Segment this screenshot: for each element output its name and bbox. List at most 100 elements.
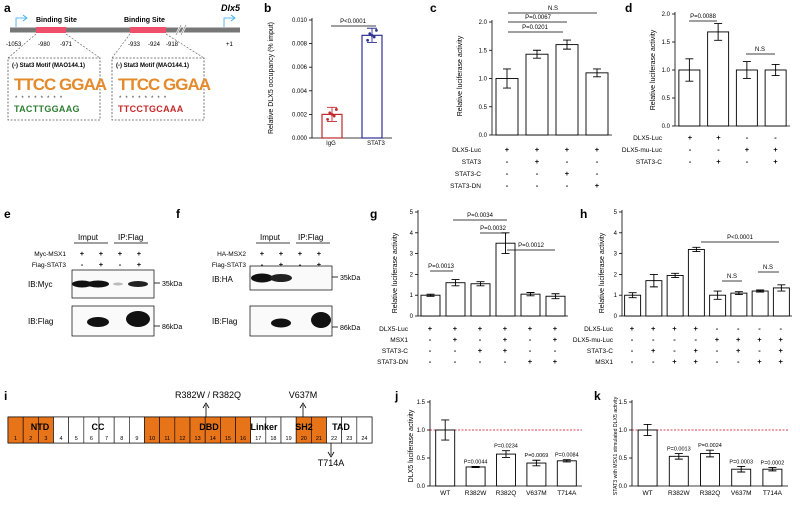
y-tick-label: 5 [410, 210, 414, 216]
condition-sign: + [279, 249, 284, 258]
error-bar [706, 449, 714, 458]
domain-ntd: NTD [31, 422, 50, 432]
condition-sign: - [716, 324, 719, 333]
bar-c-2 [555, 44, 579, 136]
b-xlabel-igg: IgG [326, 141, 336, 147]
condition-sign: - [479, 335, 482, 344]
exon-number: 20 [301, 436, 307, 442]
condition-sign: + [553, 357, 558, 366]
y-tick-label: 3 [410, 252, 414, 258]
motif-dots-right: * * * * * * * * [119, 96, 167, 102]
x-tick-label: R382Q [700, 490, 721, 497]
panel-c-ylabel: Relative luciferase activity [457, 35, 464, 116]
condition-sign: - [529, 346, 532, 355]
condition-sign: + [688, 133, 693, 142]
pvalue-label: P=0.0024 [698, 443, 722, 449]
table-h: DLX5-Luc + + + + - - - - DLX5-mu-Luc - - - - + + + + STAT3… [573, 324, 784, 366]
bar-h-3 [687, 248, 705, 317]
panel-h: h Relative luciferase activity 0 1 2 3 4 5 P<… [573, 207, 792, 366]
exon-number: 6 [90, 436, 93, 442]
condition-name: DLX5-Luc [584, 326, 614, 333]
bar-c-3 [585, 72, 609, 136]
domain-sh2: SH2 [295, 422, 313, 432]
exon-number: 7 [105, 436, 108, 442]
data-point [372, 35, 376, 39]
e-band [87, 280, 109, 288]
error-bar [768, 467, 777, 472]
condition-sign: + [773, 157, 778, 166]
error-bar [367, 27, 377, 43]
panel-j-label: j [394, 389, 398, 403]
condition-name: DLX5-mu-Luc [573, 337, 614, 344]
condition-sign: + [478, 324, 483, 333]
panel-a-label: a [4, 1, 11, 15]
e-blot-2-label: IB:Flag [28, 317, 53, 326]
motif-logo-left: TTCC GGAA [14, 75, 107, 94]
condition-sign: + [716, 133, 721, 142]
condition-name: STAT3-DN [450, 183, 481, 190]
y-tick-label: 0.000 [292, 136, 308, 142]
exon-number: 23 [346, 436, 352, 442]
y-tick-label: 0.002 [292, 112, 308, 118]
condition-name: Flag-STAT3 [212, 262, 246, 269]
pvalue-label: P=0.0003 [729, 459, 753, 465]
x-tick-label: V637M [526, 490, 547, 497]
condition-sign: + [279, 260, 284, 269]
condition-sign: + [298, 249, 303, 258]
chart-j: 0.0 0.5 1.0 1.5 WT R382W P=0.0044 R382Q P=0.0234… [417, 400, 582, 497]
f-band [270, 274, 292, 282]
f-marker-1: 35kDa [340, 275, 360, 282]
panel-d-label: d [625, 1, 632, 15]
bar-g-0 [420, 294, 441, 317]
condition-sign: - [261, 260, 264, 269]
condition-sign: + [118, 249, 123, 258]
bar-h-2 [666, 274, 684, 317]
panel-c-label: c [430, 1, 437, 15]
f-input-label: Imput [260, 233, 281, 242]
y-tick-label: 0.010 [292, 18, 308, 24]
condition-sign: + [694, 346, 699, 355]
h-pvalue-3: N.S [763, 265, 773, 271]
bar-c-1 [525, 53, 549, 136]
bar-d-1 [707, 31, 730, 127]
bar-g-3 [495, 242, 516, 317]
panel-f-label: f [176, 207, 181, 221]
h-pvalue-2: N.S [727, 274, 737, 280]
motif-logo-right: TTCC GGAA [118, 75, 211, 94]
e-band [128, 281, 148, 287]
bar-k-1 [668, 455, 689, 487]
condition-sign: + [453, 324, 458, 333]
condition-sign: + [453, 335, 458, 344]
panel-k-ylabel: STAT3 with MSX1 stimulated DLX5 activity [613, 396, 619, 495]
mutation-v637m: V637M [289, 390, 318, 400]
y-tick-label: 0.006 [292, 65, 308, 71]
panel-c: c Relative luciferase activity 0.0 0.5 1.0… [430, 1, 612, 190]
condition-name: STAT3-C [382, 348, 408, 355]
condition-sign: + [757, 357, 762, 366]
y-tick-label: 1.5 [662, 40, 671, 46]
condition-sign: + [505, 145, 510, 154]
error-bar [734, 291, 743, 296]
chart-h: 0 1 2 3 4 5 [614, 210, 792, 320]
y-tick-label: 1.0 [479, 77, 488, 83]
g-pvalue-1: P=0.0013 [428, 264, 455, 270]
condition-sign: - [774, 133, 777, 142]
exon-number: 15 [225, 436, 231, 442]
condition-sign: + [528, 324, 533, 333]
condition-sign: + [478, 346, 483, 355]
condition-sign: - [673, 335, 676, 344]
condition-sign: - [596, 169, 599, 178]
error-bar [714, 23, 723, 41]
error-bar [777, 284, 786, 292]
condition-sign: + [553, 335, 558, 344]
bar-b-1 [361, 34, 383, 139]
y-tick-label: 1.5 [479, 48, 488, 54]
mutation-r382: R382W / R382Q [175, 390, 241, 400]
panel-g: g Relative luciferase activity 0 1 2 3 4 5 P=… [370, 207, 568, 366]
condition-sign: - [529, 335, 532, 344]
bar-h-7 [772, 287, 790, 317]
data-point [375, 28, 378, 32]
condition-sign: - [506, 181, 509, 190]
condition-sign: + [503, 346, 508, 355]
condition-sign: - [746, 157, 749, 166]
